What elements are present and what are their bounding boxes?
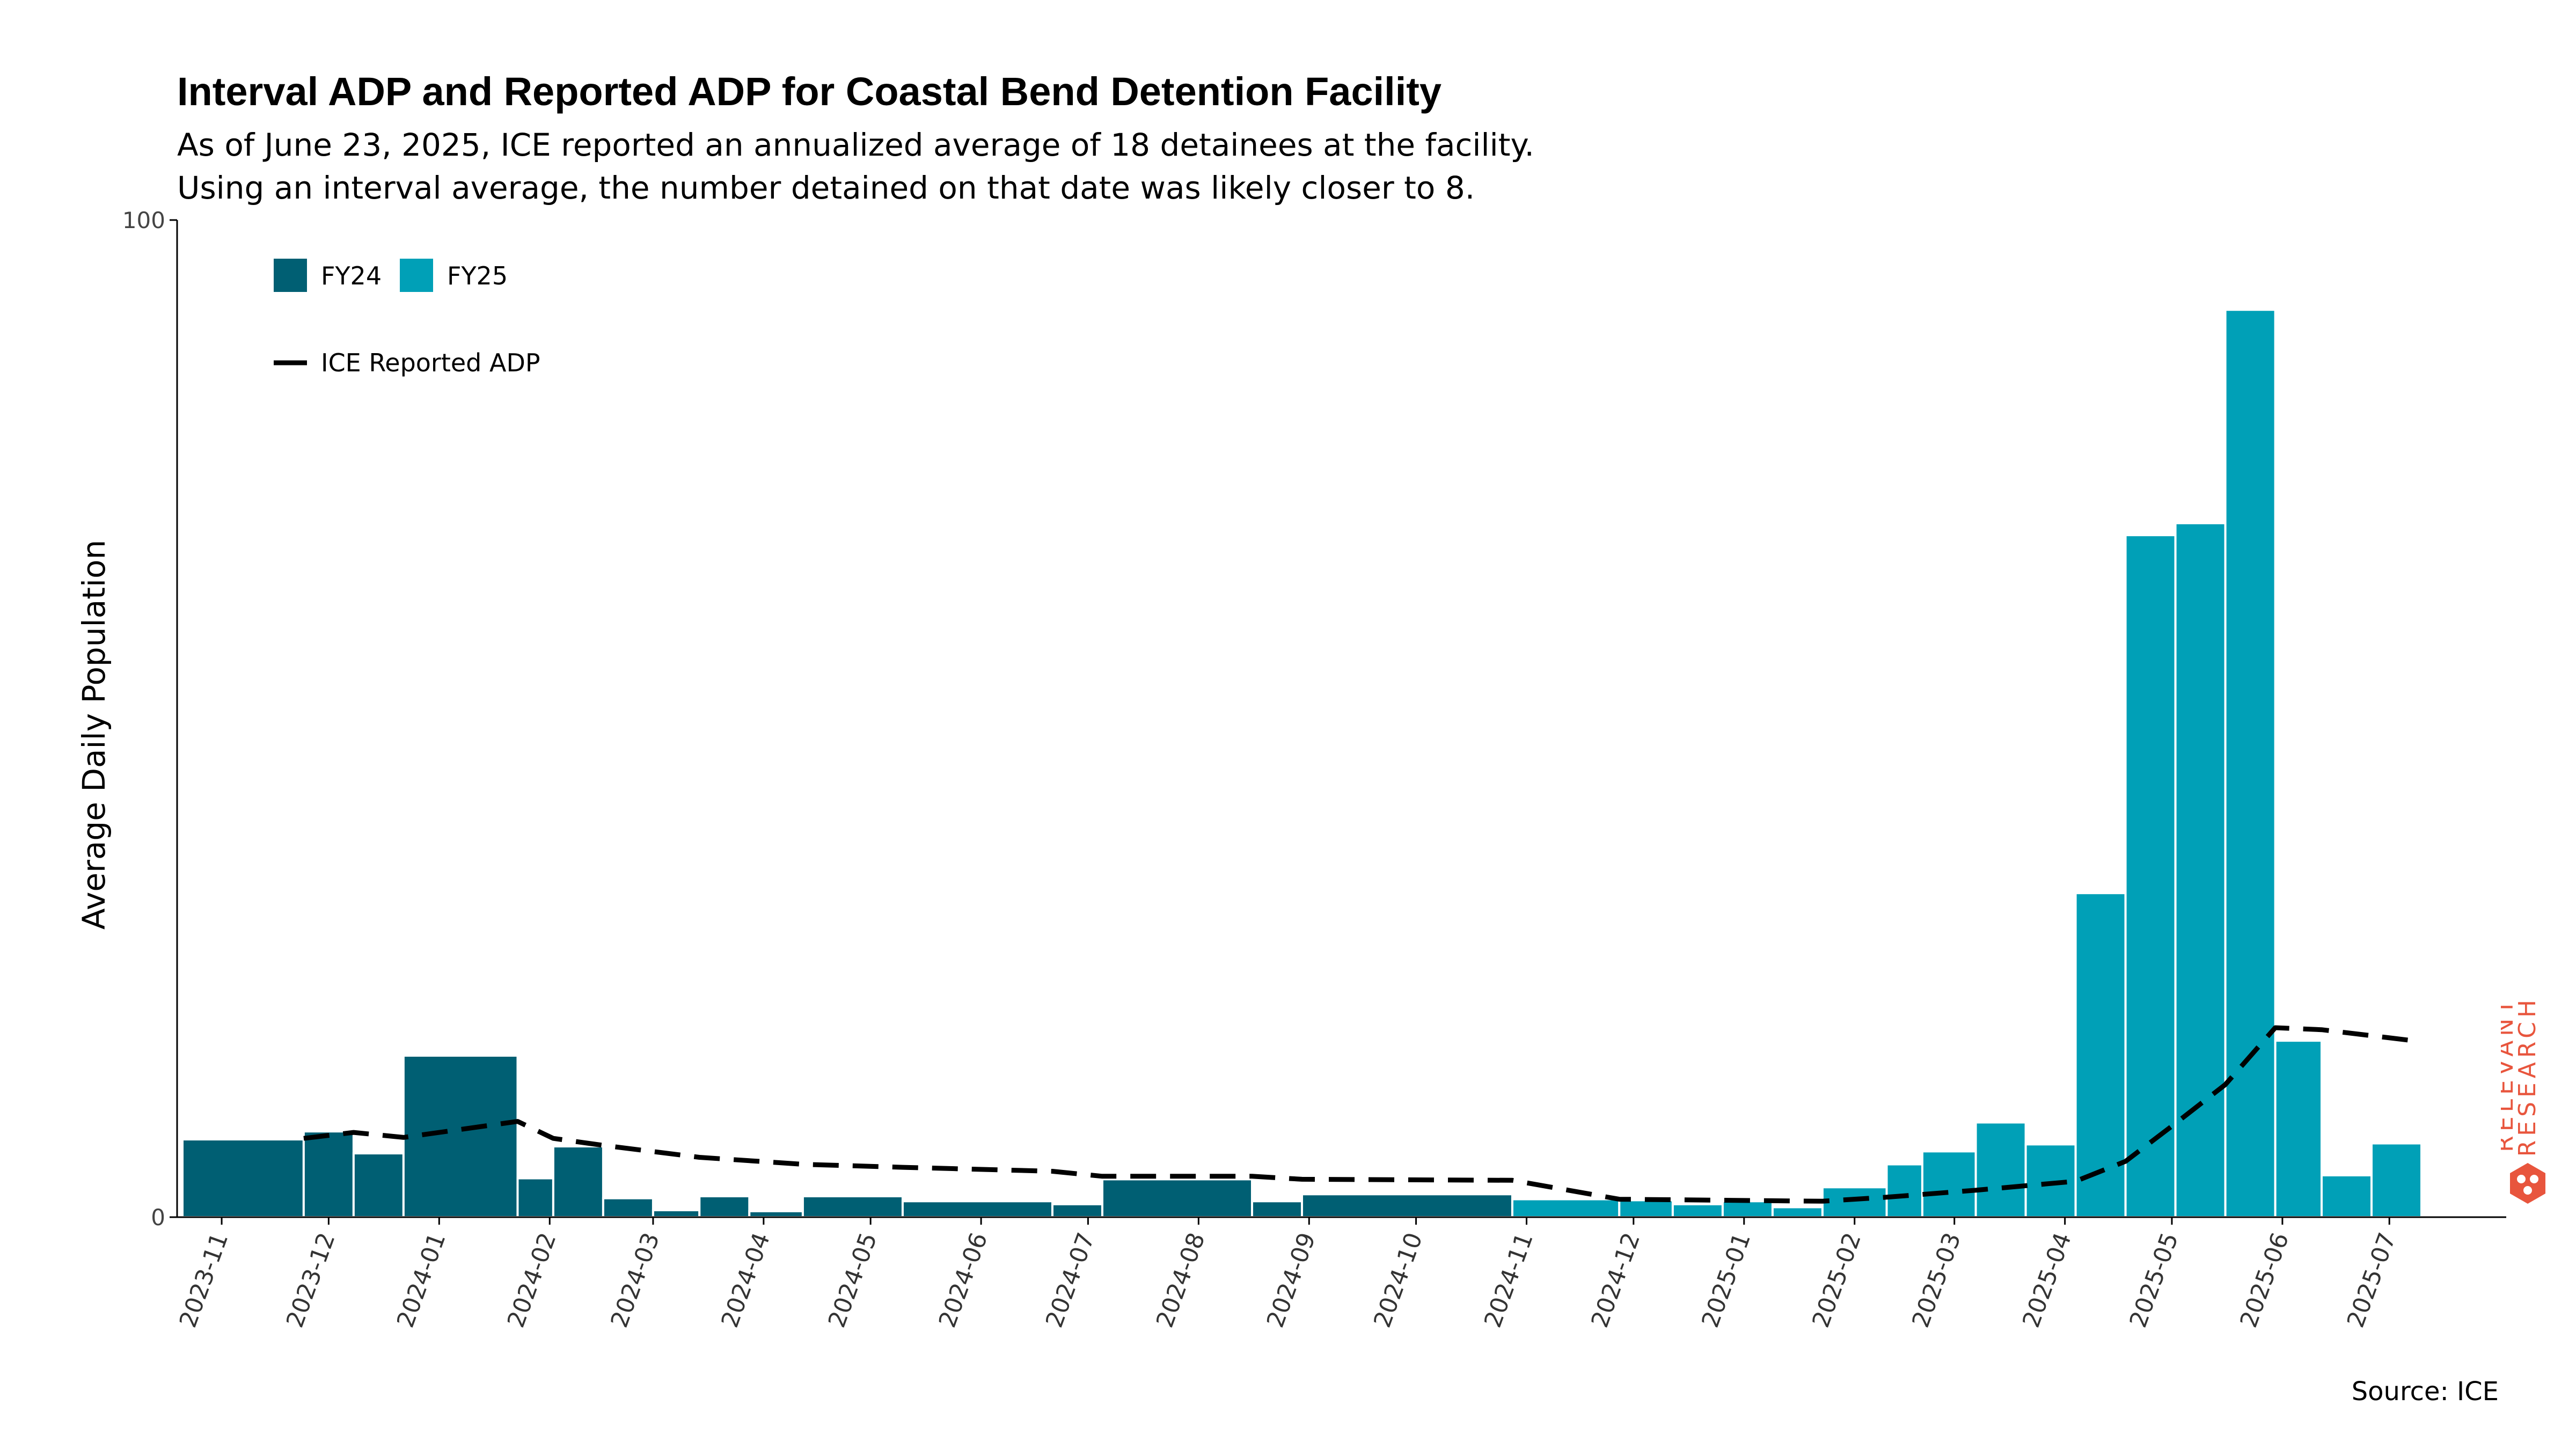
bar-17 — [1618, 1199, 1674, 1219]
svg-text:RELEVANT: RELEVANT — [2501, 996, 2519, 1152]
legend-swatch-fy24 — [274, 259, 307, 292]
legend-label-fy25: FY25 — [447, 261, 508, 290]
relevant-research-logo: RELEVANT RESEARCH — [2501, 996, 2545, 1204]
bar-5 — [552, 1145, 604, 1219]
x-tick-label-9: 2024-08 — [1151, 1229, 1211, 1331]
bar-0 — [181, 1138, 305, 1218]
bar-1 — [302, 1130, 355, 1218]
x-tick-label-4: 2024-03 — [605, 1229, 665, 1331]
subtitle-line-1: As of June 23, 2025, ICE reported an ann… — [177, 127, 1534, 163]
x-tick-label-19: 2025-06 — [2235, 1229, 2294, 1331]
bar-25 — [2024, 1143, 2077, 1218]
bar-13 — [1101, 1178, 1253, 1218]
bar-3 — [402, 1055, 519, 1219]
line-layer — [303, 1025, 2422, 1204]
y-tick-label-0: 0 — [151, 1204, 165, 1231]
svg-text:RESEARCH: RESEARCH — [2514, 996, 2541, 1157]
legend-label-fy24: FY24 — [321, 261, 382, 290]
x-tick-label-5: 2024-04 — [716, 1229, 775, 1331]
x-tick-label-8: 2024-07 — [1041, 1229, 1100, 1331]
chart-subtitle: As of June 23, 2025, ICE reported an ann… — [177, 123, 1534, 209]
bar-28 — [2174, 522, 2227, 1218]
bar-29 — [2224, 309, 2277, 1218]
bar-18 — [1671, 1203, 1724, 1218]
bar-11 — [901, 1200, 1053, 1218]
bar-16 — [1511, 1198, 1621, 1218]
bar-24 — [1974, 1121, 2027, 1218]
brand-hex-icon — [2510, 1163, 2545, 1204]
bar-14 — [1250, 1200, 1304, 1218]
bar-19 — [1721, 1200, 1774, 1218]
reported-adp-line — [303, 1025, 2422, 1204]
bar-8 — [698, 1195, 751, 1218]
x-tick-label-17: 2025-04 — [2017, 1229, 2077, 1331]
y-tick-label-1: 100 — [122, 207, 165, 233]
x-tick-label-15: 2025-02 — [1807, 1229, 1867, 1331]
bars-layer — [181, 309, 2423, 1219]
source-note: Source: ICE — [2351, 1377, 2499, 1407]
x-tick-label-3: 2024-02 — [502, 1229, 562, 1331]
x-tick-label-10: 2024-09 — [1262, 1229, 1321, 1331]
bar-21 — [1821, 1186, 1888, 1219]
y-axis-label: Average Daily Population — [76, 540, 112, 930]
legend-swatch-fy25 — [400, 259, 433, 292]
bar-6 — [602, 1197, 654, 1218]
x-tick-label-12: 2024-11 — [1479, 1229, 1539, 1331]
subtitle-line-2: Using an interval average, the number de… — [177, 170, 1475, 206]
x-tick-label-7: 2024-06 — [934, 1229, 993, 1331]
x-tick-label-16: 2025-03 — [1907, 1229, 1966, 1331]
x-tick-label-13: 2024-12 — [1586, 1229, 1645, 1331]
x-tick-label-2: 2024-01 — [392, 1229, 451, 1331]
x-tick-label-20: 2025-07 — [2342, 1229, 2402, 1331]
x-tick-label-1: 2023-12 — [281, 1229, 341, 1331]
bar-23 — [1921, 1150, 1977, 1219]
x-tick-label-6: 2024-05 — [823, 1229, 883, 1331]
bar-4 — [516, 1177, 554, 1219]
bar-9 — [748, 1210, 804, 1219]
chart-title: Interval ADP and Reported ADP for Coasta… — [177, 69, 1442, 114]
bar-15 — [1301, 1193, 1513, 1219]
chart-legend: FY24 FY25 ICE Reported ADP — [274, 259, 540, 377]
bar-2 — [352, 1152, 405, 1218]
bar-7 — [652, 1209, 701, 1218]
x-tick-label-14: 2025-01 — [1696, 1229, 1756, 1331]
bar-26 — [2074, 892, 2127, 1218]
x-tick-label-11: 2024-10 — [1368, 1229, 1428, 1331]
bar-12 — [1051, 1203, 1103, 1218]
bar-20 — [1771, 1206, 1824, 1218]
bar-10 — [801, 1195, 904, 1218]
bar-27 — [2124, 534, 2177, 1218]
bar-31 — [2320, 1174, 2373, 1219]
bar-32 — [2370, 1142, 2423, 1219]
bar-22 — [1885, 1163, 1923, 1218]
x-tick-label-18: 2025-05 — [2125, 1229, 2184, 1331]
x-tick-label-0: 2023-11 — [174, 1229, 234, 1331]
legend-label-line: ICE Reported ADP — [321, 348, 540, 377]
bar-30 — [2274, 1040, 2323, 1219]
